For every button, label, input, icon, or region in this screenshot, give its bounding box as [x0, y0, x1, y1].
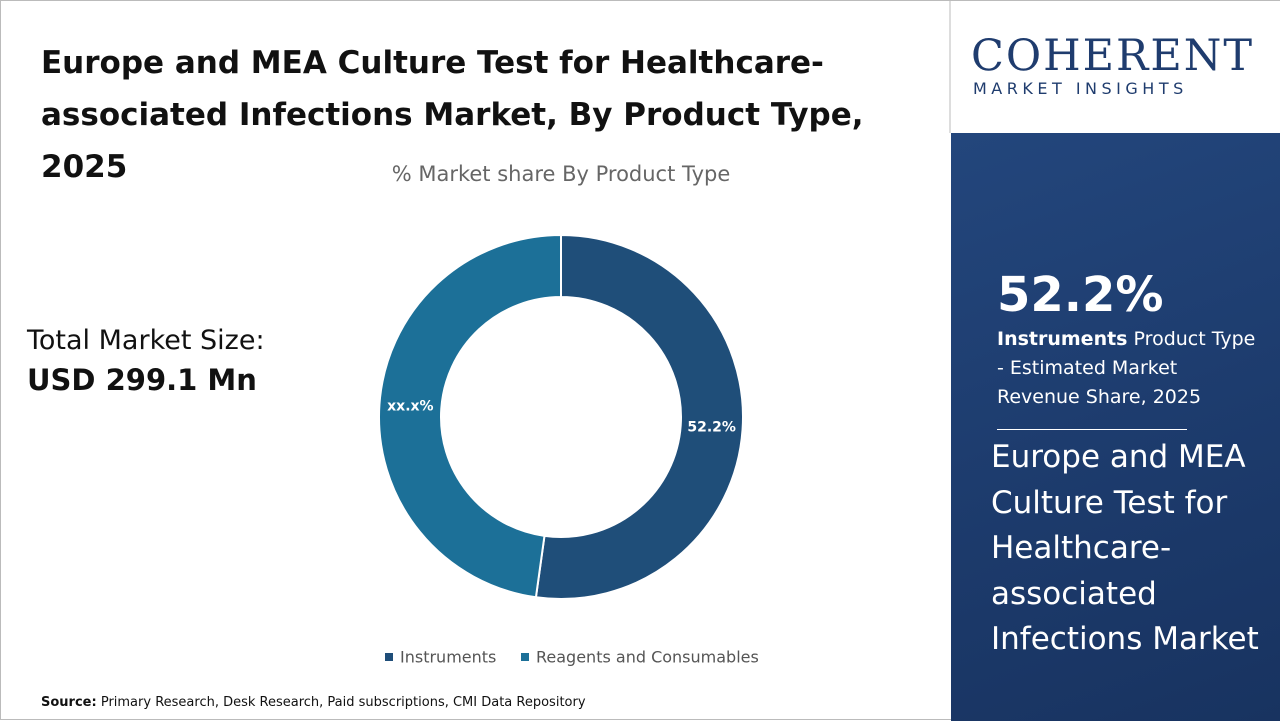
- chart-title: % Market share By Product Type: [392, 162, 731, 186]
- logo-tagline: MARKET INSIGHTS: [973, 79, 1188, 98]
- legend-swatch: [521, 653, 529, 661]
- source-text: Primary Research, Desk Research, Paid su…: [100, 695, 586, 710]
- highlight-value: 52.2%: [997, 267, 1164, 323]
- highlight-description: Product Type - Estimated Market Revenue …: [997, 328, 1256, 408]
- divider: [949, 1, 951, 133]
- data-label: 52.2%: [687, 419, 736, 435]
- page-title: Europe and MEA Culture Test for Healthca…: [41, 45, 864, 185]
- donut-slice: [534, 233, 744, 600]
- chart: % Market share By Product Type 52.2% xx.x…: [378, 162, 759, 667]
- donut-slice: [378, 233, 562, 599]
- logo: COHERENT MARKET INSIGHTS: [951, 1, 1280, 133]
- legend-label: Instruments: [400, 648, 496, 667]
- separator: [997, 429, 1187, 430]
- logo-name: COHERENT: [971, 31, 1255, 81]
- source-label: Source:: [41, 695, 97, 710]
- panel-title: Europe and MEA Culture Test for Healthca…: [991, 439, 1259, 657]
- source: Source: Primary Research, Desk Research,…: [41, 695, 586, 710]
- highlight-text: Instruments Product Type - Estimated Mar…: [997, 325, 1257, 412]
- highlight-segment: Instruments: [997, 328, 1128, 350]
- side-panel: 52.2% Instruments Product Type - Estimat…: [951, 133, 1280, 721]
- data-label: xx.x%: [387, 399, 433, 415]
- legend-label: Reagents and Consumables: [536, 648, 759, 667]
- market-size-value: USD 299.1 Mn: [27, 363, 257, 397]
- market-size-label: Total Market Size:: [27, 325, 265, 356]
- legend-swatch: [385, 653, 393, 661]
